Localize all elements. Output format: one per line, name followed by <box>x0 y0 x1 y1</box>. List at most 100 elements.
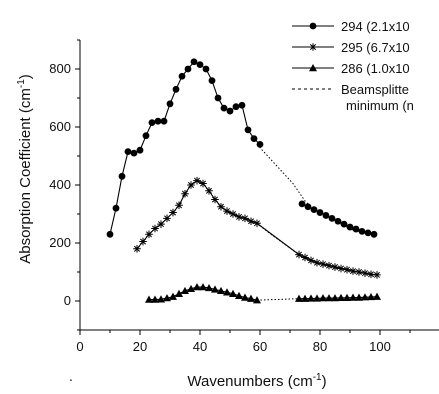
series-0 <box>106 58 264 238</box>
data-point <box>322 212 330 219</box>
data-point <box>172 85 180 93</box>
y-axis-title: Absorption Coefficient (cm-1) <box>16 74 34 264</box>
data-point <box>208 77 216 84</box>
data-point <box>205 283 213 292</box>
data-point <box>214 94 222 102</box>
data-point <box>241 214 249 223</box>
data-point <box>151 295 159 303</box>
data-point <box>310 206 318 214</box>
data-point <box>130 149 138 157</box>
data-point <box>301 253 309 262</box>
data-point <box>148 119 156 127</box>
data-point <box>349 267 357 275</box>
series-line <box>136 180 378 276</box>
data-point <box>346 223 354 231</box>
data-point <box>229 289 237 297</box>
y-tick-label: 600 <box>49 119 71 134</box>
data-point <box>163 214 171 223</box>
data-point <box>355 293 363 301</box>
data-point <box>178 72 186 80</box>
data-point <box>235 291 243 299</box>
data-point <box>349 293 357 301</box>
data-point <box>217 202 225 211</box>
legend-marker <box>309 22 317 30</box>
data-point <box>331 294 339 302</box>
series-layer <box>106 58 381 304</box>
data-point <box>151 224 159 233</box>
data-point <box>202 65 210 73</box>
legend-marker <box>309 64 317 72</box>
series-2 <box>133 176 381 279</box>
x-tick-label: 80 <box>313 339 327 354</box>
data-point <box>166 100 174 108</box>
data-point <box>241 293 249 301</box>
data-point <box>331 263 339 271</box>
series-7 <box>256 298 300 301</box>
data-point <box>211 285 219 293</box>
legend-entry: 295 (6.7x10 <box>292 40 410 55</box>
y-tick-label: 200 <box>49 235 71 250</box>
data-point <box>118 172 126 180</box>
data-point <box>319 294 327 302</box>
data-point <box>328 214 336 222</box>
data-point <box>133 245 141 253</box>
data-point <box>358 228 366 235</box>
data-point <box>370 230 378 238</box>
data-point <box>169 208 177 217</box>
data-point <box>295 294 303 302</box>
x-axis-title: Wavenumbers (cm-1) <box>187 372 326 390</box>
data-point <box>112 204 120 212</box>
data-point <box>361 293 369 301</box>
legend-entry: 286 (1.0x10 <box>292 61 410 76</box>
data-point <box>250 135 258 143</box>
data-point <box>181 286 189 295</box>
data-point <box>340 220 348 228</box>
data-point <box>307 294 315 302</box>
data-point <box>184 65 192 73</box>
legend-label: Beamsplitte <box>341 82 409 97</box>
data-point <box>337 264 345 273</box>
series-5 <box>256 144 378 235</box>
y-tick-label: 400 <box>49 177 71 192</box>
data-point <box>181 189 189 198</box>
data-point <box>193 283 201 291</box>
y-tick-label: 0 <box>64 293 71 308</box>
data-point <box>367 292 375 301</box>
data-point <box>175 201 183 210</box>
data-point <box>325 261 333 270</box>
data-point <box>211 195 219 204</box>
data-point <box>334 217 342 225</box>
data-point <box>307 256 315 265</box>
data-point <box>142 132 150 140</box>
data-point <box>106 230 114 238</box>
data-point <box>199 283 207 291</box>
data-point <box>187 181 195 189</box>
data-point <box>145 295 153 303</box>
data-point <box>226 107 234 115</box>
data-point <box>244 126 252 134</box>
data-point <box>187 284 195 293</box>
stray-dot: . <box>69 368 73 384</box>
data-point <box>304 203 312 211</box>
series-line <box>256 298 300 301</box>
data-point <box>364 229 372 237</box>
data-point <box>373 271 381 279</box>
data-point <box>124 148 132 156</box>
legend-entry: 294 (2.1x10 <box>292 19 410 34</box>
data-point <box>139 237 147 246</box>
data-point <box>298 200 306 208</box>
series-line <box>109 61 261 235</box>
series-3 <box>145 283 261 304</box>
data-point <box>223 207 231 215</box>
data-point <box>373 292 381 300</box>
data-point <box>325 294 333 302</box>
data-point <box>136 146 144 154</box>
ticks: 0 20 40 60 80 100 0 200 400 600 800 <box>49 39 411 354</box>
data-point <box>157 295 165 303</box>
data-point <box>301 294 309 302</box>
data-point <box>205 187 213 195</box>
data-point <box>235 213 243 221</box>
data-point <box>229 210 237 218</box>
data-point <box>190 58 198 66</box>
